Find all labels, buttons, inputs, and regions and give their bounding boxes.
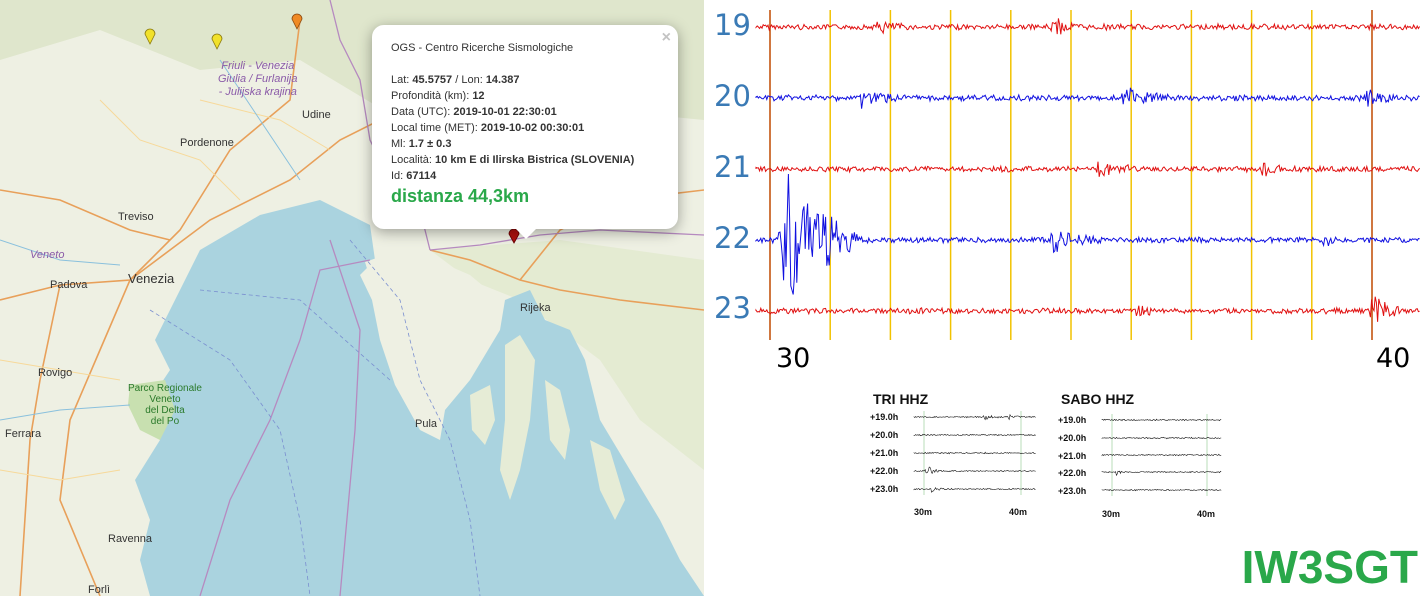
distance-text: distanza 44,3km: [391, 186, 530, 206]
hour-label: 19: [714, 8, 751, 42]
hour-label: 21: [714, 150, 751, 184]
park-label: del Po: [150, 416, 180, 427]
city-label-rijeka: Rijeka: [520, 302, 551, 314]
hour-label: 22: [714, 221, 751, 255]
lat-value: 45.5757: [412, 74, 453, 86]
station-min-end: 40m: [1009, 507, 1028, 517]
park-label: del Delta: [145, 405, 185, 416]
city-label-ravenna: Ravenna: [108, 533, 153, 545]
station-min-start: 30m: [914, 507, 933, 517]
hour-label: 20: [714, 79, 751, 113]
station-trace: [913, 487, 1036, 493]
station-hour-label: +19.0h: [870, 412, 899, 422]
station-trace: [1101, 488, 1222, 492]
lon-value: 14.387: [485, 74, 520, 86]
utc-value: 2019-10-01 22:30:01: [453, 106, 557, 118]
popup-tip: [516, 229, 536, 239]
station-trace: [1101, 436, 1222, 440]
id-value: 67114: [406, 170, 437, 182]
earthquake-popup: × OGS - Centro Ricerche Sismologiche Lat…: [372, 25, 678, 239]
seismic-trace: [755, 161, 1420, 177]
city-label-ferrara: Ferrara: [5, 428, 42, 440]
station-trace: [1101, 453, 1222, 457]
seismic-trace: [755, 87, 1420, 109]
seismic-trace: [755, 173, 1420, 295]
station-hour-label: +22.0h: [870, 466, 899, 476]
minute-start-label: 30: [776, 343, 811, 374]
popup-title: OGS - Centro Ricerche Sismologiche: [391, 42, 574, 54]
park-label: Parco Regionale: [128, 383, 202, 394]
city-label-forli: Forlì: [88, 584, 110, 596]
orange-marker-icon[interactable]: [291, 12, 303, 30]
station-trace: [913, 433, 1036, 437]
station-hour-label: +23.0h: [1058, 486, 1087, 496]
location-label: Località:: [391, 154, 436, 166]
seismic-trace: [755, 296, 1420, 322]
region-label-veneto: Veneto: [30, 249, 65, 261]
region-label: - Julijska krajina: [218, 86, 297, 98]
local-time-value: 2019-10-02 00:30:01: [480, 122, 585, 134]
city-label-venezia: Venezia: [128, 271, 175, 286]
station-hour-label: +21.0h: [870, 448, 899, 458]
depth-value: 12: [472, 90, 485, 102]
lon-label: / Lon:: [452, 74, 486, 86]
station-title: SABO HHZ: [1061, 391, 1135, 407]
map-panel[interactable]: Friuli - Venezia Giulia / Furlanija - Ju…: [0, 0, 704, 596]
minute-end-label: 40: [1376, 343, 1411, 374]
city-label-udine: Udine: [302, 109, 331, 121]
park-label: Veneto: [149, 394, 181, 405]
popup-close-button[interactable]: ×: [661, 29, 671, 46]
city-label-pula: Pula: [415, 418, 438, 430]
station-min-end: 40m: [1197, 509, 1216, 519]
city-label-pordenone: Pordenone: [180, 137, 234, 149]
city-label-rovigo: Rovigo: [38, 367, 73, 379]
region-label: Friuli - Venezia: [221, 60, 295, 72]
lat-label: Lat:: [391, 74, 413, 86]
location-value: 10 km E di Ilirska Bistrica (SLOVENIA): [435, 154, 635, 166]
station-hour-label: +20.0h: [870, 430, 899, 440]
station-trace: [913, 451, 1036, 455]
station-hour-label: +21.0h: [1058, 451, 1087, 461]
seismogram-panel: 19 20 21 22 23 30 40 TRI HHZ +19.0h +20.…: [704, 0, 1428, 596]
seismic-trace: [755, 18, 1421, 35]
station-title: TRI HHZ: [873, 391, 929, 407]
callsign: IW3SGT: [1241, 541, 1418, 593]
ml-label: Ml:: [391, 138, 409, 150]
id-label: Id:: [391, 170, 407, 182]
yellow-marker-icon[interactable]: [211, 32, 223, 50]
station-trace: [1101, 418, 1222, 422]
depth-label: Profondità (km):: [391, 90, 473, 102]
city-label-padova: Padova: [50, 279, 88, 291]
station-hour-label: +20.0h: [1058, 433, 1087, 443]
station-trace: [1101, 470, 1222, 477]
ml-value: 1.7 ± 0.3: [408, 138, 452, 150]
station-min-start: 30m: [1102, 509, 1121, 519]
seismogram-plot: [755, 10, 1421, 496]
local-time-label: Local time (MET):: [391, 122, 481, 134]
station-hour-label: +22.0h: [1058, 468, 1087, 478]
station-trace: [913, 413, 1036, 421]
station-hour-label: +23.0h: [870, 484, 899, 494]
yellow-marker-icon[interactable]: [144, 27, 156, 45]
station-trace: [913, 466, 1036, 474]
hour-label: 23: [714, 291, 751, 325]
station-hour-label: +19.0h: [1058, 415, 1087, 425]
city-label-treviso: Treviso: [118, 211, 154, 223]
region-label: Giulia / Furlanija: [218, 73, 298, 85]
utc-label: Data (UTC):: [391, 106, 454, 118]
